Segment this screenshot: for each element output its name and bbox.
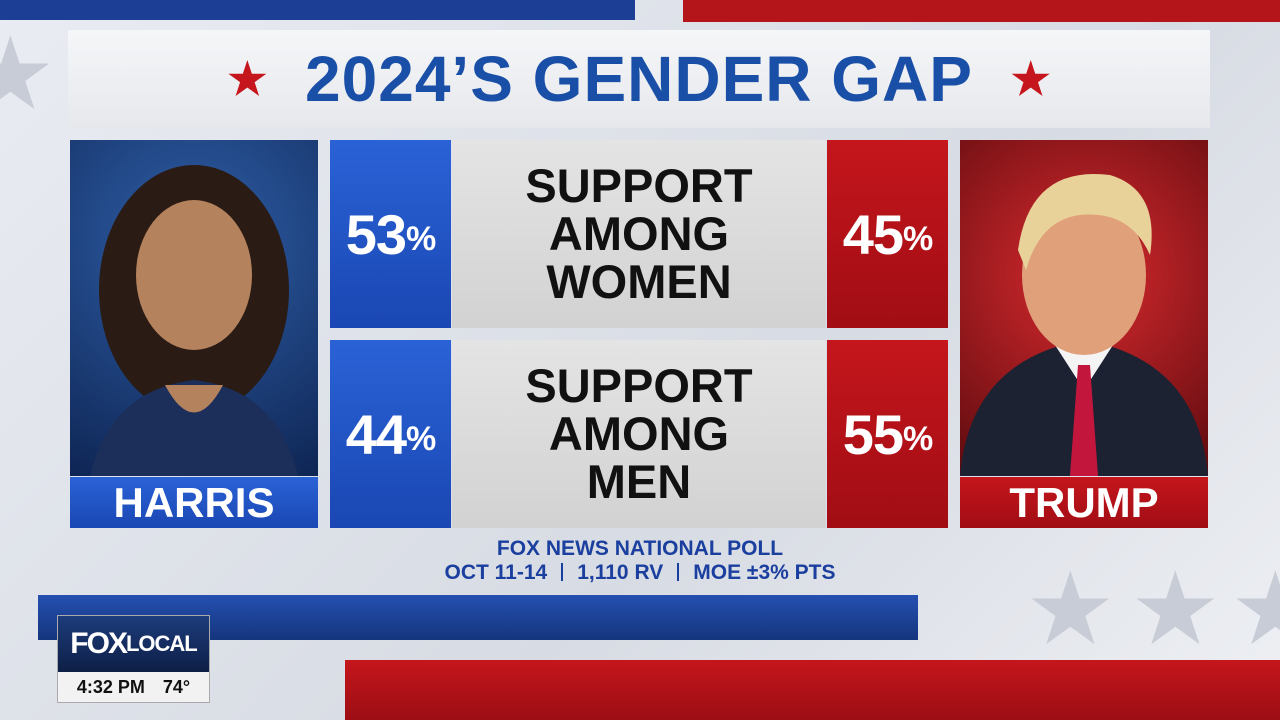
row-label-line: WOMEN [546,255,732,308]
star-decor: ★ [1030,560,1111,660]
top-bar-red [683,0,1280,22]
percent-value: 53 [345,202,407,266]
logo-brand: FOX [70,627,128,660]
trump-percent: 45% [827,140,948,328]
percent-value: 44 [345,402,407,466]
logo-sub: LOCAL [125,631,198,656]
row-label-line: SUPPORT [525,359,753,412]
logo: FOX LOCAL [58,616,209,672]
portrait [960,173,1208,476]
star-decor: ★ [1235,560,1280,660]
poll-source: FOX NEWS NATIONAL POLL [496,537,784,560]
row-label-line: AMONG [548,207,730,260]
percent-value: 45 [842,202,904,266]
temperature: 74° [162,676,191,697]
poll-moe: MOE ±3% PTS [693,561,836,584]
harris-percent: 53% [330,140,451,328]
candidate-name: HARRIS [70,477,318,528]
row-label-line: MEN [586,455,692,508]
poll-date: OCT 11-14 [444,561,548,584]
harris-percent: 44% [330,340,451,528]
star-decor: ★ [0,25,51,125]
separator [561,563,564,581]
row-label-line: SUPPORT [525,159,753,212]
poll-details: OCT 11-14 1,110 RV MOE ±3% PTS [300,561,980,585]
star-icon: ★ [1010,54,1051,104]
star-decor: ★ [1135,560,1216,660]
harris-photo [70,140,318,476]
percent-unit: % [406,419,436,458]
percent-unit: % [903,419,933,458]
station-bug: FOX LOCAL 4:32 PM 74° [57,615,210,703]
separator [677,563,680,581]
portrait [90,165,298,476]
percent-unit: % [903,219,933,258]
poll-sample: 1,110 RV [577,561,664,584]
trump-percent: 55% [827,340,948,528]
trump-photo [960,140,1208,476]
candidate-name: TRUMP [960,477,1208,528]
star-icon: ★ [227,54,268,104]
lower-bar-red [345,660,1280,720]
title: 2024’S GENDER GAP [305,43,973,115]
top-bar-blue [0,0,635,20]
row-label-line: AMONG [548,407,730,460]
time-temp: 4:32 PM 74° [58,672,209,702]
percent-unit: % [406,219,436,258]
time: 4:32 PM [76,676,145,697]
row-label: SUPPORT AMONG MEN [452,340,826,528]
percent-value: 55 [842,402,904,466]
row-label: SUPPORT AMONG WOMEN [452,140,826,328]
title-band: ★ 2024’S GENDER GAP ★ [68,30,1210,128]
